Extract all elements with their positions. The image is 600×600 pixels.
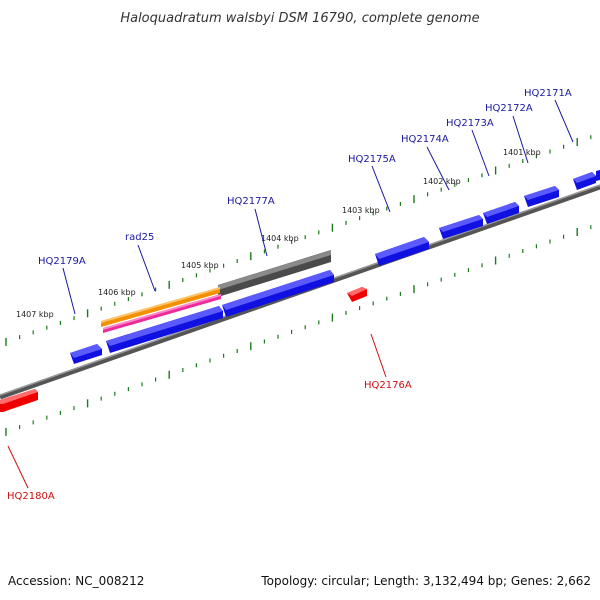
magenta-feature-bar[interactable] bbox=[103, 294, 221, 333]
gene-arrow-hq2176a[interactable] bbox=[347, 287, 367, 302]
grey-feature-bar[interactable] bbox=[218, 250, 331, 297]
gene-arrow-hq2177a[interactable] bbox=[222, 270, 334, 317]
gene-label-hq2180a[interactable]: HQ2180A bbox=[7, 491, 55, 502]
gene-arrow-rad25[interactable] bbox=[106, 306, 223, 353]
gene-arrow-hq2173a[interactable] bbox=[483, 202, 519, 224]
ruler-label-1401: 1401 kbp bbox=[503, 148, 541, 157]
ruler-label-1407: 1407 kbp bbox=[16, 310, 54, 319]
gene-arrow-hq2172a[interactable] bbox=[524, 186, 559, 207]
gene-label-hq2174a[interactable]: HQ2174A bbox=[401, 134, 449, 145]
gene-label-rad25[interactable]: rad25 bbox=[125, 232, 154, 243]
gene-label-hq2173a[interactable]: HQ2173A bbox=[446, 118, 494, 129]
gene-label-hq2172a[interactable]: HQ2172A bbox=[485, 103, 533, 114]
feature-track bbox=[101, 250, 331, 333]
ruler-label-1402: 1402 kbp bbox=[423, 177, 461, 186]
topology-text: Topology: circular; Length: 3,132,494 bp… bbox=[261, 574, 591, 588]
gene-label-hq2176a[interactable]: HQ2176A bbox=[364, 380, 412, 391]
ruler-label-1405: 1405 kbp bbox=[181, 261, 219, 270]
gene-arrow-hq2179a[interactable] bbox=[70, 344, 102, 364]
ruler-label-1406: 1406 kbp bbox=[98, 288, 136, 297]
ruler-label-1403: 1403 kbp bbox=[342, 206, 380, 215]
ruler-label-1404: 1404 kbp bbox=[261, 234, 299, 243]
reverse-leader-lines bbox=[7, 333, 387, 489]
gene-arrow-hq2174a[interactable] bbox=[439, 215, 483, 239]
gene-arrow-hq2180a[interactable] bbox=[0, 389, 38, 412]
orange-feature-bar[interactable] bbox=[101, 287, 220, 327]
outer-ruler-ticks bbox=[5, 135, 592, 346]
gene-label-hq2179a[interactable]: HQ2179A bbox=[38, 256, 86, 267]
gene-arrow-hq2171a-cont[interactable] bbox=[596, 170, 600, 181]
map-title: Haloquadratum walsbyi DSM 16790, complet… bbox=[120, 11, 479, 26]
gene-label-hq2177a[interactable]: HQ2177A bbox=[227, 196, 275, 207]
gene-label-hq2171a[interactable]: HQ2171A bbox=[524, 88, 572, 99]
gene-arrow-hq2171a[interactable] bbox=[573, 172, 596, 190]
gene-leader-lines bbox=[62, 99, 574, 315]
inner-ruler-ticks bbox=[5, 225, 592, 436]
accession-text: Accession: NC_008212 bbox=[8, 574, 145, 588]
gene-arrow-hq2175a[interactable] bbox=[375, 237, 429, 266]
gene-label-hq2175a[interactable]: HQ2175A bbox=[348, 154, 396, 165]
